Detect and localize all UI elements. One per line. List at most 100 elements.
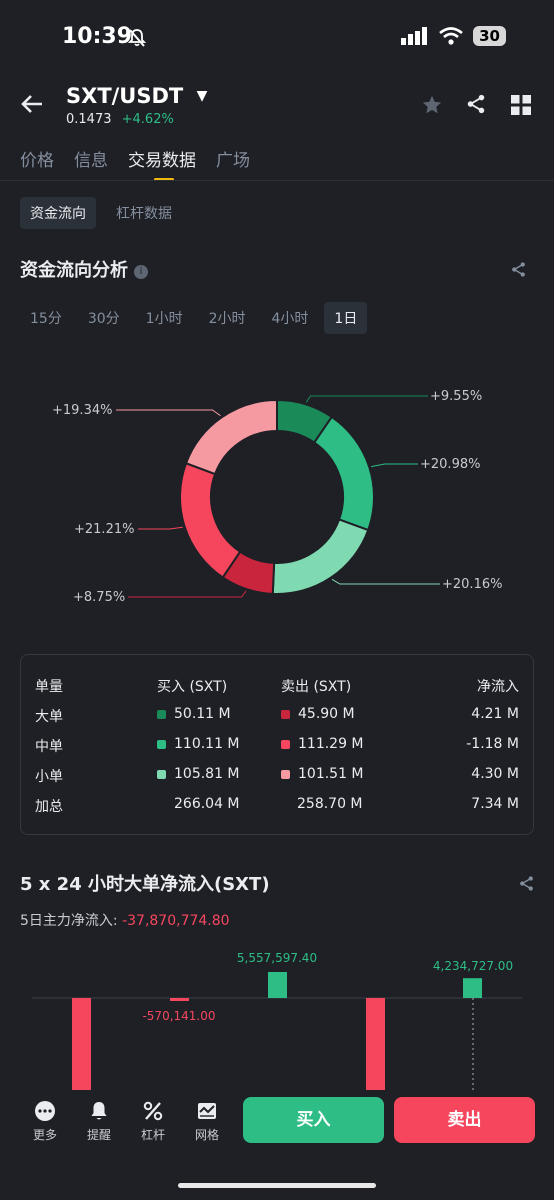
row-sell: 111.29 M [298, 736, 364, 752]
tab-square[interactable]: 广场 [216, 151, 250, 171]
flow-share-icon[interactable] [510, 261, 527, 278]
pair-title[interactable]: SXT/USDT ▼ [66, 84, 207, 108]
percent-icon [143, 1101, 163, 1121]
status-time: 10:39 [62, 24, 133, 49]
bottom-leverage[interactable]: 杠杆 [133, 1100, 173, 1143]
bottom-grid[interactable]: 网格 [187, 1100, 227, 1143]
bottom-alert[interactable]: 提醒 [79, 1100, 119, 1143]
donut-label-medium-buy: +20.98% [420, 457, 481, 472]
row-net: -1.18 M [466, 736, 519, 752]
swatch-large-buy [157, 709, 166, 719]
table-total-row: 加总 266.04 M 258.70 M 7.34 M [35, 796, 519, 818]
pair-change: +4.62% [121, 112, 174, 127]
donut-leader-line [371, 463, 418, 468]
table-row: 大单 50.11 M 45.90 M 4.21 M [35, 706, 519, 728]
bottom-grid-label: 网格 [194, 1128, 219, 1142]
donut-leader-line [138, 526, 183, 530]
table-header-cell: 卖出 (SXT) [281, 679, 352, 695]
donut-leader-line [116, 409, 221, 417]
netflow-summary-value: -37,870,774.80 [122, 913, 230, 929]
donut-label-small-sell: +19.34% [52, 403, 113, 418]
period-1d[interactable]: 1日 [324, 302, 368, 334]
donut-label-large-sell: +8.75% [73, 590, 126, 605]
donut-leader-line [305, 395, 428, 403]
donut-label-large-buy: +9.55% [430, 389, 483, 404]
period-2h[interactable]: 2小时 [208, 311, 246, 327]
row-buy: 50.11 M [174, 706, 231, 722]
back-arrow-icon[interactable] [20, 92, 44, 116]
info-icon[interactable]: i [134, 264, 148, 279]
share-icon[interactable] [465, 93, 487, 115]
donut-slice-small-buy [271, 518, 370, 595]
buy-button[interactable]: 买入 [243, 1097, 384, 1143]
sell-button[interactable]: 卖出 [394, 1097, 535, 1143]
period-30m[interactable]: 30分 [87, 311, 120, 327]
donut-slice-medium-buy [312, 415, 375, 532]
bar-label-day5: 4,234,727.00 [433, 959, 513, 973]
bell-muted-icon [127, 29, 147, 47]
star-icon[interactable] [421, 94, 443, 116]
row-buy: 105.81 M [174, 766, 240, 782]
donut-leader-line [331, 578, 440, 585]
table-row: 中单 110.11 M 111.29 M -1.18 M [35, 736, 519, 758]
netflow-bar-day5 [463, 978, 482, 998]
bar-label-day2: -570,141.00 [142, 1009, 215, 1023]
donut-slice-small-sell [184, 398, 278, 476]
period-1h[interactable]: 1小时 [145, 311, 183, 327]
period-4h[interactable]: 4小时 [271, 311, 309, 327]
row-net: 4.21 M [471, 706, 519, 722]
bottom-more-label: 更多 [32, 1128, 57, 1142]
swatch-small-buy [157, 769, 166, 779]
netflow-bar-chart: -570,141.00 5,557,597.40 4,234,727.00 [32, 951, 522, 1090]
grid-menu-icon[interactable] [511, 95, 531, 115]
tabs-divider [0, 180, 554, 181]
cellular-signal-icon [401, 27, 428, 45]
netflow-bar-day4 [366, 998, 385, 1090]
swatch-medium-buy [157, 739, 166, 749]
sub-tabs: 资金流向 杠杆数据 [20, 197, 182, 229]
row-net: 4.30 M [471, 766, 519, 782]
row-name: 小单 [35, 769, 63, 785]
table-row: 小单 105.81 M 101.51 M 4.30 M [35, 766, 519, 788]
flow-section-header: 资金流向分析 i [20, 256, 148, 282]
pair-price: 0.1473 [66, 112, 112, 127]
table-header-cell: 单量 [35, 679, 63, 695]
status-indicators: 30 [401, 26, 506, 46]
home-indicator [178, 1183, 376, 1188]
table-header-row: 单量 买入 (SXT) 卖出 (SXT) 净流入 [35, 676, 519, 698]
tab-price[interactable]: 价格 [20, 151, 54, 171]
bottom-leverage-label: 杠杆 [140, 1128, 165, 1142]
netflow-section-title: 5 x 24 小时大单净流入(SXT) [20, 874, 270, 895]
netflow-summary: 5日主力净流入: -37,870,774.80 [20, 910, 230, 930]
row-name: 中单 [35, 739, 63, 755]
swatch-medium-sell [281, 739, 290, 749]
row-buy: 266.04 M [174, 796, 240, 812]
row-sell: 258.70 M [297, 796, 363, 812]
bottom-alert-label: 提醒 [86, 1128, 111, 1142]
caret-down-icon: ▼ [196, 88, 208, 104]
tab-trading-data[interactable]: 交易数据 [128, 146, 196, 181]
swatch-large-sell [281, 709, 290, 719]
bell-icon [91, 1102, 107, 1120]
row-name: 大单 [35, 709, 63, 725]
period-selector: 15分 30分 1小时 2小时 4小时 1日 [20, 302, 368, 334]
row-buy: 110.11 M [174, 736, 240, 752]
more-dots-icon [35, 1101, 55, 1121]
period-15m[interactable]: 15分 [30, 311, 62, 327]
donut-label-small-buy: +20.16% [442, 577, 503, 592]
grid-trading-icon [198, 1103, 216, 1119]
subtab-margin-data[interactable]: 杠杆数据 [116, 206, 172, 222]
bar-label-day3: 5,557,597.40 [237, 951, 317, 965]
capital-flow-donut [116, 395, 440, 598]
donut-leader-line [128, 590, 247, 598]
netflow-share-icon[interactable] [518, 875, 535, 892]
table-header-cell: 买入 (SXT) [157, 679, 228, 695]
bottom-more[interactable]: 更多 [25, 1100, 65, 1143]
table-header-cell: 净流入 [477, 679, 519, 695]
donut-label-medium-sell: +21.21% [74, 522, 135, 537]
subtab-capital-flow[interactable]: 资金流向 [20, 197, 96, 229]
row-name: 加总 [35, 799, 63, 815]
netflow-summary-label: 5日主力净流入: [20, 913, 118, 929]
netflow-bar-day1 [72, 998, 91, 1090]
tab-info[interactable]: 信息 [74, 151, 108, 171]
